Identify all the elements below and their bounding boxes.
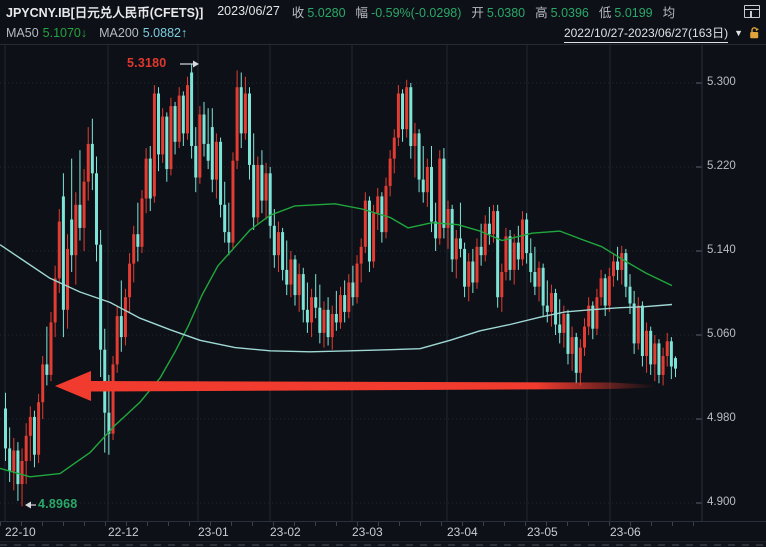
y-tick-label: 4.900 [707, 496, 736, 508]
chevron-down-icon[interactable]: ▼ [734, 28, 743, 38]
quote-row: JPYCNY.IB[日元兑人民币(CFETS)] 2023/06/27 收 5.0… [0, 0, 766, 22]
pointer-arrowhead [193, 60, 199, 68]
field-close: 收 5.0280 [291, 5, 346, 20]
x-tick-label: 23-04 [447, 525, 478, 539]
x-tick-label: 22-12 [108, 525, 139, 539]
quote-date: 2023/06/27 [217, 4, 280, 18]
y-tick-label: 5.220 [707, 160, 736, 172]
plot-canvas[interactable] [0, 45, 766, 521]
x-tick-label: 22-10 [5, 525, 36, 539]
x-tick-label: 23-02 [270, 525, 301, 539]
y-tick-label: 5.140 [707, 244, 736, 256]
candles [4, 64, 677, 507]
ma-row: MA50 5.1070↓ MA200 5.0882↑ 2022/10/27-20… [0, 22, 766, 44]
trend-arrow [55, 371, 656, 401]
ma50-line [0, 203, 673, 478]
ma-values: MA50 5.1070↓ MA200 5.0882↑ [6, 26, 187, 40]
range-selector: 2022/10/27-2023/06/27(163日) ▼ [563, 24, 760, 43]
ma200-label: MA200 [99, 26, 139, 40]
chart-header: JPYCNY.IB[日元兑人民币(CFETS)] 2023/06/27 收 5.0… [0, 0, 766, 45]
field-open: 开 5.0380 [471, 5, 526, 20]
ma200-line [0, 244, 673, 353]
x-axis-labels: 22-10 22-12 23-01 23-02 23-03 23-04 23-05 23-06 [0, 521, 766, 541]
grid-lines [0, 45, 703, 521]
y-tick-label: 5.060 [707, 328, 736, 340]
x-tick-label: 23-06 [610, 525, 641, 539]
field-high: 高 5.0396 [535, 5, 589, 20]
x-tick-label: 23-01 [198, 525, 229, 539]
field-change: 幅 -0.59%(-0.0298) [355, 5, 462, 20]
field-avg: 均 [662, 5, 676, 20]
y-tick-label: 4.980 [707, 412, 736, 424]
x-tick-label: 23-03 [352, 525, 383, 539]
pointer-arrowhead [25, 501, 31, 509]
y-tick-label: 5.300 [707, 76, 736, 88]
horizontal-scrollbar[interactable] [0, 541, 766, 547]
field-low: 低 5.0199 [598, 5, 653, 20]
ma50-value: 5.1070↓ [42, 26, 88, 40]
low-annotation: 4.8968 [38, 497, 78, 511]
ma200-value: 5.0882↑ [142, 26, 188, 40]
candlestick-chart-area[interactable]: 5.300 5.220 5.140 5.060 4.980 4.900 5.3180 4.… [0, 45, 766, 521]
date-range-button[interactable]: 2022/10/27-2023/06/27(163日) [563, 24, 729, 43]
x-tick-label: 23-05 [527, 525, 558, 539]
unlock-icon[interactable] [749, 27, 760, 39]
symbol-title: JPYCNY.IB[日元兑人民币(CFETS)] [6, 5, 204, 20]
layout-grid-icon[interactable] [744, 4, 760, 18]
ma50-label: MA50 [6, 26, 39, 40]
high-annotation: 5.3180 [127, 56, 167, 70]
